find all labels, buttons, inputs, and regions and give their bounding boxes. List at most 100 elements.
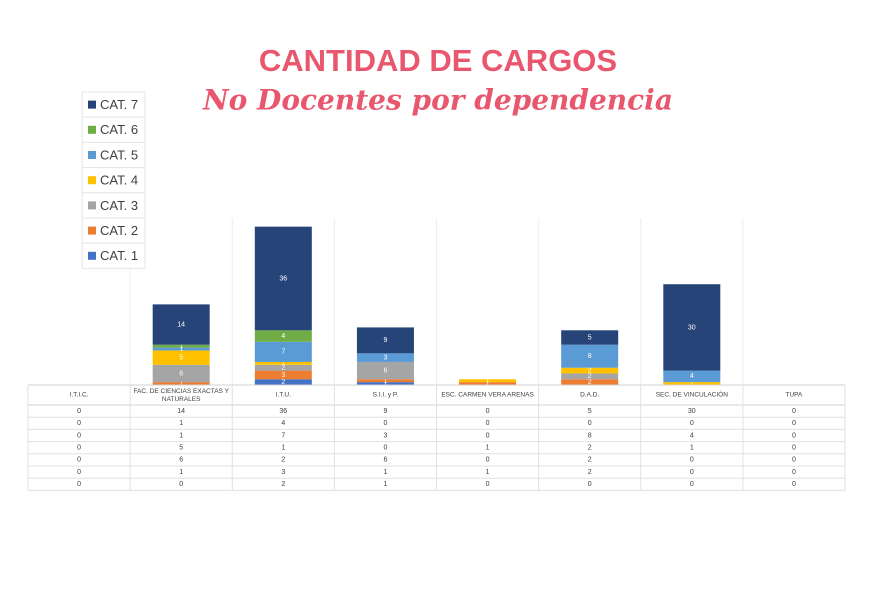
data-label: 6 (383, 367, 387, 374)
table-cell: 0 (690, 469, 694, 476)
table-cell: 1 (179, 469, 183, 476)
data-label: 7 (281, 349, 285, 356)
legend-label: CAT. 4 (100, 173, 138, 188)
data-label: 5 (588, 334, 592, 341)
legend-label: CAT. 6 (100, 122, 138, 137)
data-label: 8 (588, 353, 592, 360)
table-cell: 0 (486, 420, 490, 427)
table-cell: 0 (792, 445, 796, 452)
table-cell: 0 (77, 432, 81, 439)
data-label: 5 (179, 354, 183, 361)
x-tick-label: S.I.I. y P. (373, 392, 399, 399)
table-cell: 0 (588, 481, 592, 488)
data-label: 4 (281, 333, 285, 340)
bar-segment (663, 382, 721, 385)
bar-segment (254, 341, 312, 362)
bar-segment (356, 327, 414, 354)
table-cell: 5 (588, 408, 592, 415)
legend-label: CAT. 5 (100, 147, 138, 162)
data-label: 6 (179, 370, 183, 377)
bar-segment (356, 353, 414, 362)
table-cell: 0 (77, 469, 81, 476)
chart-subtitle: No Docentes por dependencia (202, 84, 673, 117)
table-cell: 2 (281, 457, 285, 464)
table-cell: 4 (690, 432, 694, 439)
data-label: 2 (588, 379, 592, 386)
table-cell: 1 (281, 445, 285, 452)
data-label: 3 (281, 372, 285, 379)
data-label: 30 (688, 324, 696, 331)
legend-swatch (88, 201, 96, 210)
data-label: 2 (588, 367, 592, 374)
bar-segment (254, 330, 312, 342)
bar-segment (152, 347, 210, 351)
data-label: 1 (486, 378, 490, 385)
data-label: 2 (588, 373, 592, 380)
data-label: 2 (281, 365, 285, 372)
table-cell: 0 (588, 420, 592, 427)
table-cell: 0 (792, 481, 796, 488)
bar-segment (152, 350, 210, 365)
table-cell: 0 (486, 457, 490, 464)
bar-segment (254, 361, 312, 365)
bar-segment (254, 364, 312, 371)
data-label: 3 (383, 354, 387, 361)
table-cell: 1 (690, 445, 694, 452)
table-cell: 0 (77, 420, 81, 427)
table-cell: 0 (77, 457, 81, 464)
table-cell: 0 (792, 420, 796, 427)
table-cell: 1 (486, 445, 490, 452)
bar-segment (356, 379, 414, 383)
x-tick-label: TUPA (786, 392, 804, 399)
table-cell: 0 (77, 445, 81, 452)
data-label: 36 (279, 275, 287, 282)
legend-swatch (88, 226, 96, 235)
bar-segment (561, 344, 619, 368)
table-cell: 30 (688, 408, 696, 415)
data-label: 1 (383, 378, 387, 385)
table-cell: 8 (588, 432, 592, 439)
table-cell: 0 (690, 457, 694, 464)
bar-segment (152, 304, 210, 345)
table-cell: 0 (486, 432, 490, 439)
x-tick-label: I.T.U. (276, 392, 291, 399)
table-cell: 36 (279, 408, 287, 415)
data-label: 1 (179, 380, 183, 387)
table-cell: 0 (792, 457, 796, 464)
chart-title: CANTIDAD DE CARGOS (259, 43, 617, 78)
x-tick-label: ESC. CARMEN VERA ARENAS (441, 392, 534, 399)
bar-segment (356, 361, 414, 380)
data-label: 1 (281, 360, 285, 367)
table-cell: 1 (383, 469, 387, 476)
data-label: 9 (383, 337, 387, 344)
legend-swatch (88, 251, 96, 260)
bar-segment (561, 367, 619, 374)
table-cell: 0 (486, 408, 490, 415)
x-tick-label: FAC. DE CIENCIAS EXACTAS Y NATURALES (133, 388, 229, 403)
table-cell: 2 (588, 469, 592, 476)
table-cell: 3 (383, 432, 387, 439)
data-label: 1 (486, 380, 490, 387)
legend-swatch (88, 176, 96, 185)
legend-label: CAT. 2 (100, 223, 138, 238)
bar-segment (561, 330, 619, 345)
x-tick-label: I.T.I.C. (70, 392, 89, 399)
bar-segment (356, 382, 414, 385)
table-cell: 1 (179, 420, 183, 427)
legend-label: CAT. 3 (100, 198, 138, 213)
legend-swatch (88, 100, 96, 109)
data-label: 1 (179, 343, 183, 350)
table-cell: 1 (179, 432, 183, 439)
bar-segment (459, 379, 517, 383)
legend-label: CAT. 1 (100, 248, 138, 263)
legend-swatch (88, 125, 96, 134)
bar-segment (254, 226, 312, 331)
data-label: 2 (281, 379, 285, 386)
bar-segment (152, 382, 210, 385)
bar-segment (254, 379, 312, 385)
table-cell: 0 (179, 481, 183, 488)
data-label: 14 (177, 321, 185, 328)
table-cell: 2 (588, 445, 592, 452)
table-cell: 6 (179, 457, 183, 464)
bar-segment (561, 379, 619, 385)
